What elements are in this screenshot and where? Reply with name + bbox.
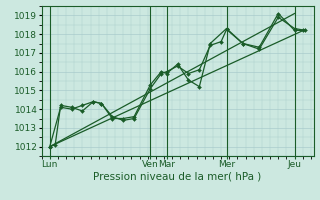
- X-axis label: Pression niveau de la mer( hPa ): Pression niveau de la mer( hPa ): [93, 172, 262, 182]
